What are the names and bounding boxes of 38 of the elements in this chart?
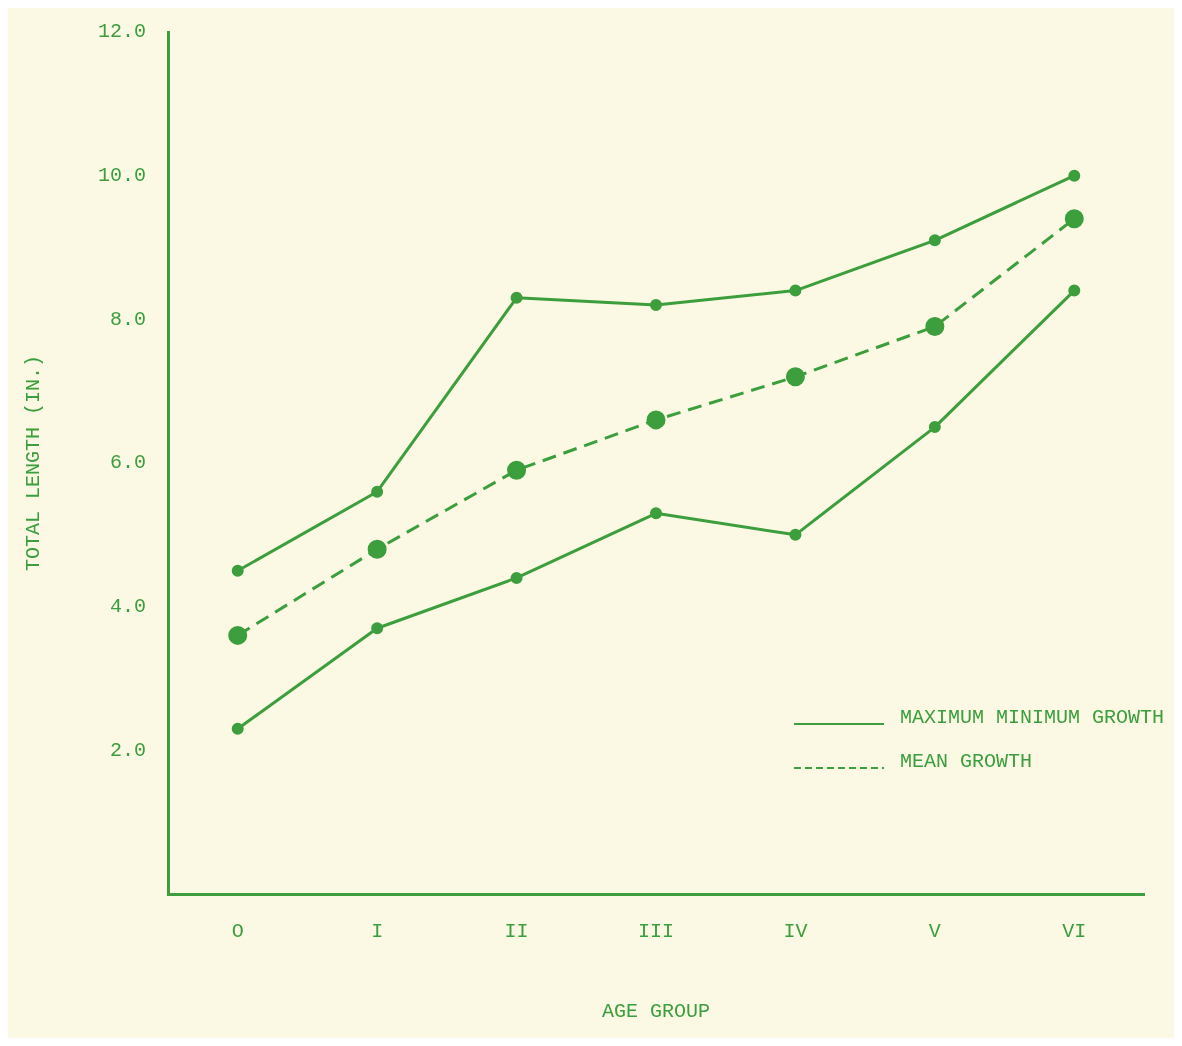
point [507, 460, 527, 480]
point [785, 367, 805, 387]
point [925, 317, 945, 337]
point [231, 564, 244, 577]
point [1068, 169, 1081, 182]
point [367, 539, 387, 559]
point [228, 625, 248, 645]
y-tick-label: 6.0 [109, 451, 147, 475]
point [789, 284, 802, 297]
point [510, 571, 523, 584]
point [510, 291, 523, 304]
y-tick-label: 10.0 [97, 163, 147, 187]
point [928, 234, 941, 247]
x-tick-label: III [638, 920, 675, 944]
x-tick-label: I [371, 920, 384, 944]
point [646, 410, 666, 430]
y-tick-label: 4.0 [109, 594, 147, 618]
x-tick-label: VI [1062, 920, 1087, 944]
point [789, 528, 802, 541]
y-tick-label: 2.0 [109, 738, 147, 762]
point [928, 421, 941, 434]
point [650, 298, 662, 311]
y-tick-label: 12.0 [97, 20, 147, 44]
point [231, 722, 244, 735]
x-tick-label: II [504, 920, 529, 944]
legend-label: MEAN GROWTH [899, 750, 1032, 774]
point [371, 485, 384, 498]
point [650, 507, 662, 520]
y-axis-title: TOTAL LENGTH (IN.) [22, 354, 46, 572]
x-tick-label: O [231, 920, 244, 944]
x-tick-label: IV [783, 920, 808, 944]
y-tick-label: 8.0 [109, 307, 147, 331]
legend-label: MAXIMUM MINIMUM GROWTH [899, 706, 1164, 730]
point [1068, 284, 1081, 297]
x-axis-title: AGE GROUP [601, 1000, 711, 1024]
point [1064, 209, 1084, 229]
point [371, 622, 384, 635]
x-tick-label: V [928, 920, 941, 944]
